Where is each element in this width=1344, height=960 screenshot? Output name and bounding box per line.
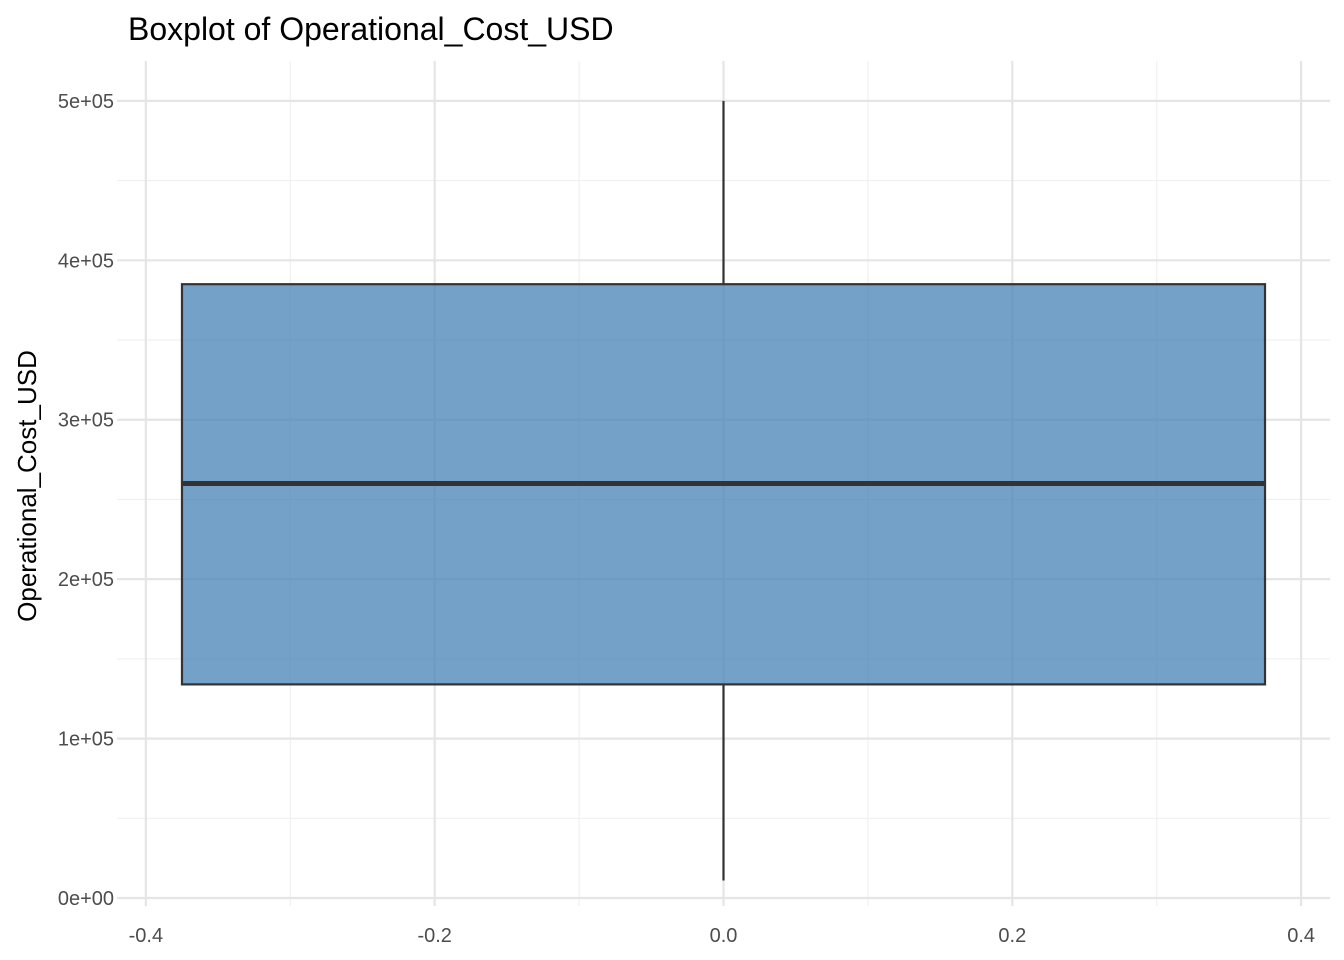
x-tick-label: 0.0 bbox=[710, 925, 738, 947]
y-tick-label: 2e+05 bbox=[58, 569, 114, 591]
y-tick-labels: 0e+00 1e+05 2e+05 3e+05 4e+05 5e+05 bbox=[58, 91, 114, 910]
x-tick-label: -0.4 bbox=[129, 925, 163, 947]
x-tick-label: 0.2 bbox=[998, 925, 1026, 947]
chart-title: Boxplot of Operational_Cost_USD bbox=[128, 11, 614, 47]
y-tick-label: 3e+05 bbox=[58, 410, 114, 432]
x-tick-label: 0.4 bbox=[1287, 925, 1315, 947]
x-tick-label: -0.2 bbox=[417, 925, 451, 947]
box-layer bbox=[180, 100, 1267, 881]
y-tick-label: 1e+05 bbox=[58, 729, 114, 751]
y-tick-label: 5e+05 bbox=[58, 91, 114, 113]
x-tick-labels: -0.4 -0.2 0.0 0.2 0.4 bbox=[129, 925, 1315, 947]
y-axis-title: Operational_Cost_USD bbox=[12, 350, 42, 622]
y-tick-label: 0e+00 bbox=[58, 888, 114, 910]
y-tick-label: 4e+05 bbox=[58, 250, 114, 272]
